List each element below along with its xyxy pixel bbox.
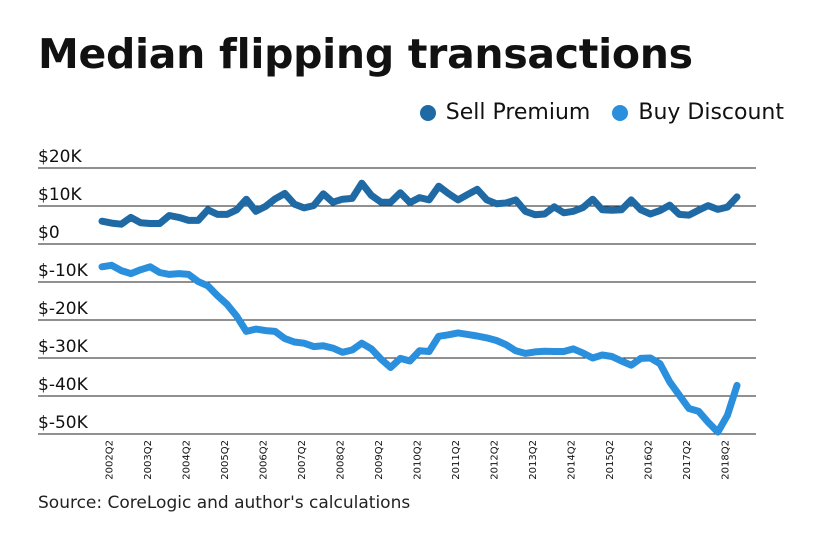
x-tick-label: 2014Q2 <box>566 440 577 480</box>
y-tick-label: $-30K <box>38 337 89 357</box>
x-tick-label: 2009Q2 <box>374 440 385 480</box>
x-tick-label: 2013Q2 <box>528 440 539 480</box>
x-tick-label: 2008Q2 <box>336 440 347 480</box>
x-tick-label: 2007Q2 <box>297 440 308 480</box>
x-tick-label: 2002Q2 <box>105 440 116 480</box>
series-line-buy-discount <box>98 261 741 436</box>
series-layer <box>98 179 741 436</box>
x-tick-label: 2003Q2 <box>143 440 154 480</box>
legend-item-sell-premium: Sell Premium <box>419 100 591 125</box>
source-note: Source: CoreLogic and author's calculati… <box>38 493 411 513</box>
y-tick-label: $10K <box>38 185 82 205</box>
x-tick-label: 2012Q2 <box>489 440 500 480</box>
legend: Sell Premium Buy Discount <box>398 100 784 125</box>
x-axis-labels: 2002Q2 2003Q2 2004Q2 2005Q2 2006Q2 2007Q2 2008… <box>105 440 732 480</box>
grid-lines <box>38 167 756 435</box>
legend-item-buy-discount: Buy Discount <box>612 100 784 125</box>
series-line-sell-premium <box>98 179 741 228</box>
x-tick-label: 2006Q2 <box>259 440 270 480</box>
chart-title: Median flipping transactions <box>38 30 693 78</box>
legend-label-buy-discount: Buy Discount <box>638 100 784 125</box>
x-tick-label: 2004Q2 <box>182 440 193 480</box>
legend-label-sell-premium: Sell Premium <box>445 100 591 125</box>
x-tick-label: 2017Q2 <box>682 440 693 480</box>
y-tick-label: $-10K <box>38 261 89 281</box>
y-tick-label: $-20K <box>38 299 89 319</box>
y-tick-label: $0 <box>38 223 60 243</box>
x-tick-label: 2005Q2 <box>220 440 231 480</box>
legend-marker-sell-premium <box>419 104 436 121</box>
y-axis-labels: $20K $10K $0 $-10K $-20K $-30K $-40K $-50K <box>38 147 89 433</box>
y-tick-label: $-40K <box>38 375 89 395</box>
x-tick-label: 2015Q2 <box>605 440 616 480</box>
x-tick-label: 2011Q2 <box>451 440 462 480</box>
legend-marker-buy-discount <box>612 104 629 121</box>
x-tick-label: 2010Q2 <box>413 440 424 480</box>
y-tick-label: $-50K <box>38 413 89 433</box>
x-tick-label: 2016Q2 <box>643 440 654 480</box>
y-tick-label: $20K <box>38 147 82 167</box>
x-tick-label: 2018Q2 <box>720 440 731 480</box>
